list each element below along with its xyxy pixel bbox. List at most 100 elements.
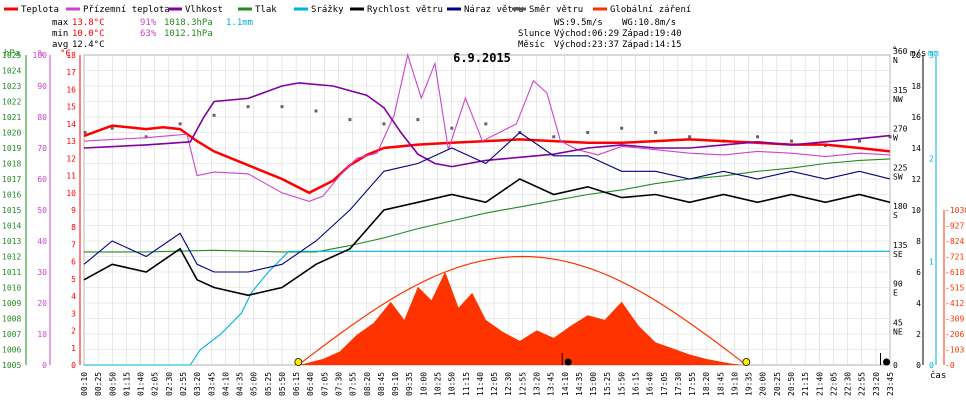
tick-direction: 270	[893, 125, 908, 134]
astro-block: WS:9.5m/s WG:10.8m/s Slunce Východ:06:29…	[518, 18, 682, 50]
astro-markers	[294, 353, 890, 366]
tick-pressure: 1012	[2, 253, 21, 262]
wind-direction-point	[416, 118, 420, 122]
tick-humidity: 60	[37, 175, 47, 184]
tick-radiation: -515	[945, 284, 964, 293]
x-tick-label: 15:50	[617, 372, 626, 396]
tick-direction: 180	[893, 202, 908, 211]
tick-direction: 90	[893, 280, 903, 289]
legend-label: Směr větru	[529, 5, 583, 15]
tick-temperature: 10	[66, 189, 76, 198]
tick-humidity: 20	[37, 299, 47, 308]
x-tick-label: 23:20	[872, 372, 881, 396]
tick-speed: 10	[911, 206, 921, 215]
series-1	[83, 52, 891, 202]
sun-marker	[294, 358, 303, 366]
x-tick-label: 01:15	[122, 372, 131, 396]
tick-humidity: 100	[33, 51, 48, 60]
chart-title: 6.9.2015	[453, 51, 511, 65]
x-tick-label: 08:45	[377, 372, 386, 396]
x-tick-label: 09:10	[391, 372, 400, 396]
tick-humidity: 90	[37, 82, 47, 91]
x-tick-label: 05:25	[264, 372, 273, 396]
wind-direction-point	[314, 109, 318, 113]
tick-direction: 0	[893, 361, 898, 370]
tick-direction-compass: S	[893, 211, 898, 220]
x-tick-label: 05:50	[278, 372, 287, 396]
wind-direction-point	[83, 131, 87, 134]
series-5	[83, 178, 891, 297]
x-tick-label: 10:25	[434, 372, 443, 396]
tick-temperature: 0	[71, 361, 76, 370]
legend: Teplota Přízemní teplota Vlhkost Tlak Srážky…	[4, 5, 691, 15]
tick-radiation: -618	[945, 268, 964, 277]
x-tick-label: 20:00	[759, 372, 768, 396]
x-tick-label: 23:45	[886, 372, 895, 396]
tick-direction: 360	[893, 47, 908, 56]
x-tick-label: 14:10	[561, 372, 570, 396]
tick-pressure: 1017	[2, 175, 21, 184]
x-tick-label: 17:55	[688, 372, 697, 396]
tick-pressure: 1006	[2, 346, 21, 355]
moon-marker	[882, 358, 890, 366]
wind-direction-point	[450, 126, 454, 130]
axis-unit-humidity: %	[38, 49, 44, 59]
x-tick-label: 00:10	[80, 372, 89, 396]
stat-max-temp: 13.8°C	[72, 18, 105, 28]
wind-direction-point	[212, 113, 216, 117]
wind-direction-point	[688, 135, 692, 139]
tick-pressure: 1020	[2, 129, 21, 138]
tick-rain: 1	[929, 258, 934, 267]
tick-direction: 45	[893, 318, 903, 327]
tick-temperature: 1	[71, 344, 76, 353]
tick-radiation: -412	[945, 299, 964, 308]
tick-radiation: -824	[945, 237, 964, 246]
wind-direction-point	[586, 131, 590, 134]
tick-direction-compass: N	[893, 56, 898, 65]
x-tick-label: 06:15	[292, 372, 301, 396]
tick-radiation: -103	[945, 346, 964, 355]
x-tick-label: 02:55	[179, 372, 188, 396]
wind-direction-point	[790, 139, 794, 143]
tick-direction-compass: SE	[893, 250, 903, 259]
x-tick-label: 08:20	[363, 372, 372, 396]
x-tick-label: 10:50	[448, 372, 457, 396]
series-6	[83, 131, 891, 273]
sun-set: Západ:19:40	[622, 29, 682, 39]
x-tick-label: 07:05	[320, 372, 329, 396]
stats-block: max 13.8°C 91% 1018.3hPa 1.1mm min 10.0°…	[52, 18, 253, 50]
wind-direction-point	[348, 118, 352, 122]
x-tick-label: 15:25	[603, 372, 612, 396]
wind-direction-point	[110, 126, 114, 130]
tick-speed: 4	[916, 299, 921, 308]
tick-direction-compass: SW	[893, 172, 903, 181]
x-tick-label: 04:10	[221, 372, 230, 396]
wind-direction-point	[620, 126, 624, 130]
legend-label: Teplota	[21, 5, 59, 15]
x-tick-label: 15:00	[589, 372, 598, 396]
tick-direction-compass: E	[893, 289, 898, 298]
series-radiation	[299, 271, 744, 365]
wind-direction-point	[246, 105, 250, 109]
x-tick-label: 03:20	[193, 372, 202, 396]
series-0	[83, 124, 891, 195]
tick-pressure: 1023	[2, 82, 21, 91]
tick-humidity: 40	[37, 237, 47, 246]
x-axis: 00:10 00:25 00:50 01:15 01:40 02:05 02:30 02:55…	[80, 372, 895, 396]
x-tick-label: 10:00	[419, 372, 428, 396]
x-tick-label: 01:40	[137, 372, 146, 396]
wind-direction-point	[178, 122, 182, 126]
stat-min-press: 1012.1hPa	[164, 29, 213, 39]
sun-marker	[742, 358, 751, 366]
x-tick-label: 11:40	[476, 372, 485, 396]
tick-speed: 0	[916, 361, 921, 370]
tick-pressure: 1010	[2, 284, 21, 293]
x-tick-label: 16:40	[646, 372, 655, 396]
series-2	[83, 82, 891, 168]
axis-unit-pressure: hPa	[4, 49, 20, 59]
legend-label: Globální záření	[610, 5, 691, 15]
tick-temperature: 3	[71, 309, 76, 318]
x-tick-label: 06:40	[306, 372, 315, 396]
moon-label: Měsíc	[518, 40, 545, 50]
